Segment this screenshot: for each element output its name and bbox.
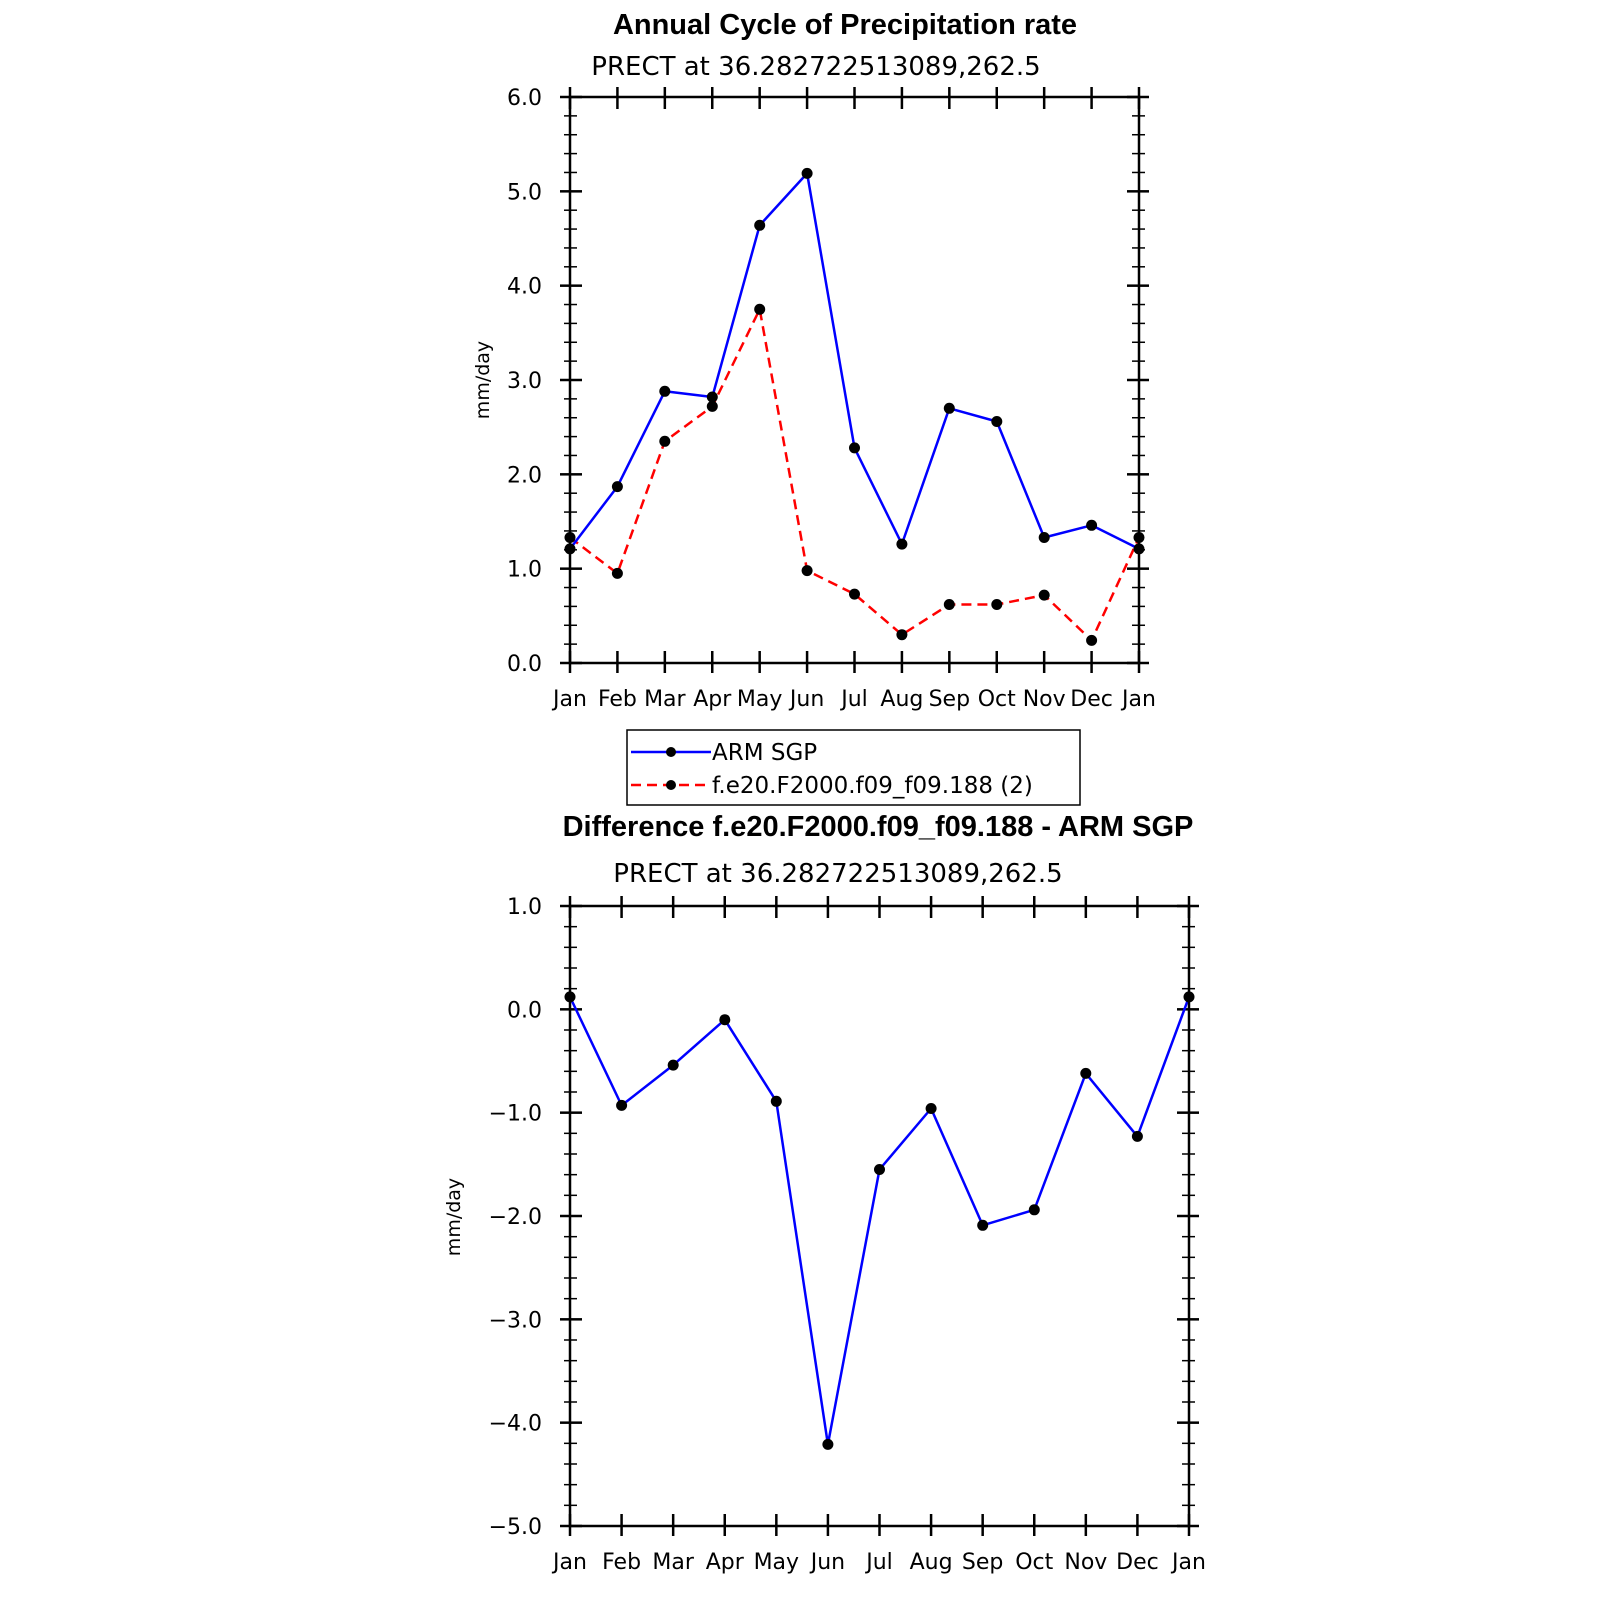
data-point — [659, 385, 671, 397]
x-tick-label: Jun — [809, 1550, 845, 1575]
precip-annual-cycle-chart: Annual Cycle of Precipitation rate PRECT… — [472, 9, 1156, 806]
data-point — [896, 629, 908, 641]
data-point — [706, 391, 718, 403]
y-tick-label: 2.0 — [507, 463, 542, 488]
x-tick-label: Jul — [864, 1550, 893, 1575]
data-point — [849, 588, 860, 600]
x-tick-label: Dec — [1070, 687, 1113, 712]
x-tick-label: May — [754, 1550, 799, 1575]
legend-label-model: f.e20.F2000.f09_f09.188 (2) — [712, 773, 1033, 799]
data-point — [925, 1103, 937, 1114]
data-point — [1038, 532, 1050, 543]
data-point — [896, 538, 908, 550]
y-tick-label: 4.0 — [507, 275, 542, 300]
data-point — [706, 400, 718, 412]
data-point — [849, 442, 860, 454]
x-tick-label: Jan — [551, 687, 587, 712]
data-point — [991, 599, 1003, 610]
y-tick-label: 3.0 — [507, 369, 542, 394]
series-line — [568, 996, 1191, 1446]
data-point — [1086, 634, 1098, 646]
data-point — [874, 1164, 885, 1175]
y-tick-label: 1.0 — [507, 895, 542, 920]
precip-difference-chart: Difference f.e20.F2000.f09_f09.188 - ARM… — [443, 811, 1206, 1575]
chart-title: Difference f.e20.F2000.f09_f09.188 - ARM… — [563, 811, 1194, 843]
x-tick-label: Mar — [644, 687, 686, 712]
data-point — [1080, 1067, 1092, 1079]
y-tick-label: 0.0 — [507, 652, 542, 677]
x-tick-label: Mar — [652, 1550, 694, 1575]
x-tick-label: Jul — [839, 687, 868, 712]
x-tick-label: Oct — [1015, 1550, 1053, 1575]
y-tick-label: 5.0 — [507, 180, 542, 205]
y-tick-label: −1.0 — [489, 1102, 542, 1127]
x-tick-label: Jan — [1120, 687, 1156, 712]
data-point — [801, 167, 813, 179]
y-axis-label: mm/day — [443, 1178, 465, 1256]
x-tick-label: Aug — [880, 687, 923, 712]
data-point — [822, 1438, 834, 1450]
x-tick-label: May — [737, 687, 782, 712]
y-axis-label: mm/day — [472, 341, 494, 419]
y-tick-label: −2.0 — [489, 1205, 542, 1230]
legend-marker-model — [666, 780, 676, 790]
x-tick-label: Feb — [598, 687, 637, 712]
y-tick-label: 6.0 — [507, 86, 542, 111]
x-tick-label: Jun — [788, 687, 824, 712]
data-point — [977, 1219, 989, 1231]
data-point — [611, 481, 623, 493]
x-tick-label: Aug — [910, 1550, 953, 1575]
data-point — [770, 1095, 782, 1107]
data-point — [754, 219, 766, 231]
data-point — [659, 435, 671, 447]
legend-marker-arm-sgp — [666, 747, 676, 757]
x-tick-label: Sep — [929, 687, 970, 712]
x-tick-label: Apr — [693, 687, 732, 712]
data-point — [1038, 589, 1050, 601]
data-point — [616, 1099, 628, 1111]
x-tick-label: Jan — [551, 1550, 587, 1575]
data-point — [801, 565, 813, 577]
x-tick-label: Dec — [1116, 1550, 1159, 1575]
data-point — [943, 402, 955, 414]
y-tick-label: −4.0 — [489, 1412, 542, 1437]
data-point — [1028, 1204, 1040, 1216]
x-tick-label: Nov — [1023, 687, 1066, 712]
x-tick-label: Oct — [978, 687, 1016, 712]
plot-frame — [568, 904, 1191, 1528]
chart-subtitle: PRECT at 36.282722513089,262.5 — [591, 52, 1040, 82]
data-point — [754, 303, 766, 315]
data-point — [719, 1014, 731, 1026]
y-tick-label: −3.0 — [489, 1308, 542, 1333]
x-tick-label: Nov — [1064, 1550, 1107, 1575]
x-tick-label: Feb — [602, 1550, 641, 1575]
x-tick-label: Apr — [706, 1550, 745, 1575]
y-tick-label: 0.0 — [507, 998, 542, 1023]
data-point — [667, 1059, 679, 1071]
x-tick-label: Jan — [1170, 1550, 1206, 1575]
x-tick-label: Sep — [962, 1550, 1003, 1575]
data-point — [1086, 519, 1098, 531]
y-tick-label: −5.0 — [489, 1515, 542, 1540]
plot-frame — [568, 95, 1141, 665]
legend: ARM SGP f.e20.F2000.f09_f09.188 (2) — [626, 729, 1081, 806]
legend-box — [626, 729, 1081, 806]
data-point — [991, 416, 1003, 427]
chart-title: Annual Cycle of Precipitation rate — [613, 9, 1077, 41]
y-tick-label: 1.0 — [507, 558, 542, 583]
data-point — [611, 567, 623, 579]
data-point — [943, 599, 955, 610]
legend-label-arm-sgp: ARM SGP — [712, 740, 817, 766]
series-line — [569, 172, 1140, 551]
data-point — [1131, 1130, 1143, 1142]
chart-subtitle: PRECT at 36.282722513089,262.5 — [613, 859, 1062, 889]
